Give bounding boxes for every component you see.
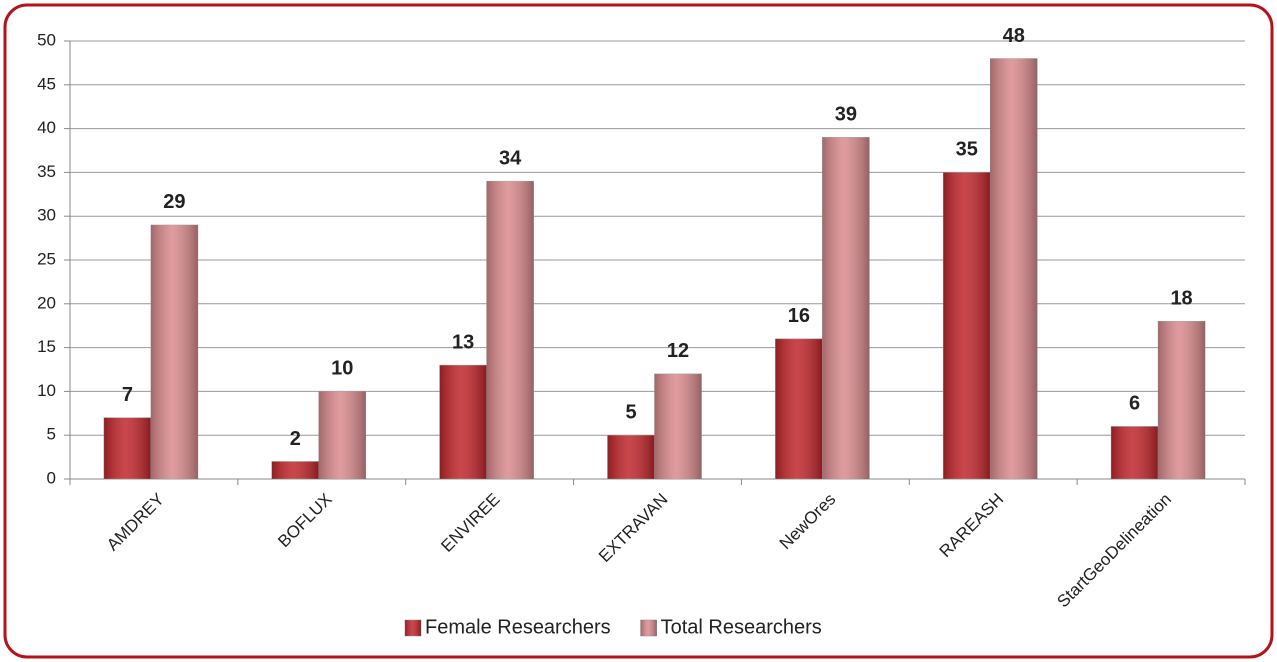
bar [942, 172, 991, 480]
bar [439, 364, 487, 480]
legend-label: Female Researchers [425, 616, 611, 638]
y-tick-label: 20 [37, 293, 56, 312]
y-tick-label: 45 [37, 74, 56, 93]
legend-label: Total Researchers [661, 616, 822, 638]
chart-frame [3, 3, 1274, 659]
y-tick-label: 0 [47, 468, 56, 487]
data-label: 29 [163, 191, 185, 213]
data-label: 5 [625, 401, 636, 423]
data-label: 6 [1129, 393, 1140, 415]
y-tick-label: 25 [37, 249, 56, 268]
y-tick-label: 50 [37, 30, 56, 49]
y-tick-label: 40 [37, 118, 56, 137]
bar [1157, 321, 1206, 480]
data-label: 18 [1170, 288, 1192, 310]
bar [103, 417, 152, 480]
y-tick-label: 35 [37, 162, 56, 181]
bar [654, 373, 702, 480]
y-tick-label: 5 [47, 425, 56, 444]
data-label: 16 [788, 305, 810, 327]
y-tick-label: 30 [37, 206, 56, 225]
legend-swatch-shade [640, 620, 657, 636]
bar [271, 461, 320, 480]
legend-swatch-shade [405, 620, 421, 636]
bar [822, 137, 870, 480]
bar [989, 58, 1038, 480]
bar [775, 338, 823, 480]
data-label: 10 [331, 358, 353, 380]
data-label: 39 [835, 104, 857, 126]
data-label: 48 [1003, 25, 1025, 47]
data-label: 2 [290, 428, 301, 450]
y-tick-label: 10 [37, 381, 56, 400]
bar [150, 224, 199, 480]
data-label: 7 [122, 384, 133, 406]
bar [486, 180, 534, 480]
y-tick-label: 15 [37, 337, 56, 356]
data-label: 12 [667, 340, 689, 362]
data-label: 35 [956, 139, 978, 161]
bar [607, 434, 655, 480]
bar [318, 391, 367, 480]
data-label: 34 [499, 147, 522, 169]
data-label: 13 [452, 331, 474, 353]
bar [1110, 426, 1159, 480]
